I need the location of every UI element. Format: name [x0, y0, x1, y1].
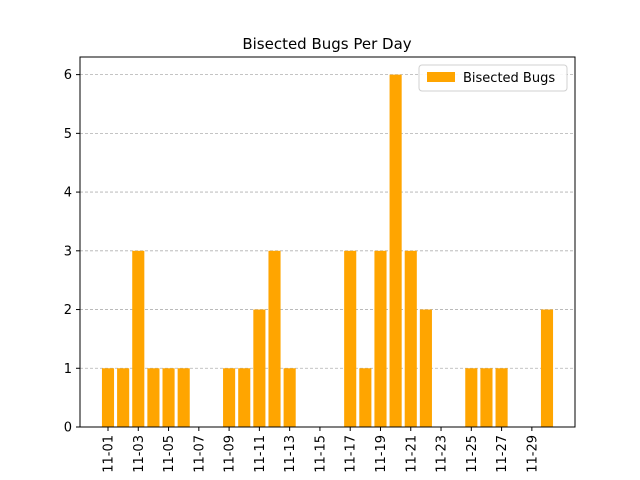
x-tick-label: 11-15 [313, 435, 328, 473]
x-tick-label: 11-03 [132, 435, 147, 473]
bar [374, 250, 387, 427]
x-tick-label: 11-01 [102, 435, 117, 473]
bar [177, 368, 190, 427]
bar [540, 309, 554, 427]
x-tick-label: 11-19 [374, 435, 389, 473]
bar [359, 368, 372, 427]
x-tick-label: 11-07 [192, 435, 207, 473]
bar [480, 368, 493, 427]
y-tick-label: 3 [64, 244, 72, 259]
bar [132, 250, 145, 427]
bar [465, 368, 478, 427]
bar [253, 309, 266, 427]
plot-frame [79, 56, 576, 428]
x-tick-label: 11-05 [162, 435, 177, 473]
bar [283, 368, 296, 427]
x-tick-label: 11-13 [283, 435, 298, 473]
x-tick-label: 11-11 [253, 435, 268, 473]
bar [495, 368, 508, 427]
bar [404, 250, 417, 427]
legend-box [418, 64, 568, 92]
bar [162, 368, 175, 427]
y-tick-label: 6 [64, 68, 72, 83]
bar [117, 368, 130, 427]
y-tick-label: 1 [64, 362, 72, 377]
x-tick-label: 11-25 [465, 435, 480, 473]
y-tick-label: 2 [64, 303, 72, 318]
bar [223, 368, 236, 427]
bar [147, 368, 160, 427]
x-tick-label: 11-21 [404, 435, 419, 473]
x-tick-label: 11-09 [223, 435, 238, 473]
legend-label: Bisected Bugs [463, 71, 555, 86]
y-tick-label: 5 [64, 127, 72, 142]
y-tick-label: 0 [64, 421, 72, 436]
bar [419, 309, 432, 427]
bar [268, 250, 281, 427]
x-tick-label: 11-27 [495, 435, 510, 473]
x-tick-label: 11-23 [435, 435, 450, 473]
y-tick-label: 4 [64, 186, 72, 201]
x-tick-label: 11-29 [525, 435, 540, 473]
x-tick-label: 11-17 [344, 435, 359, 473]
bar [238, 368, 251, 427]
chart-title: Bisected Bugs Per Day [242, 35, 411, 53]
legend-swatch [427, 72, 455, 82]
bar [389, 74, 402, 427]
bar [344, 250, 357, 427]
bar [101, 368, 115, 427]
